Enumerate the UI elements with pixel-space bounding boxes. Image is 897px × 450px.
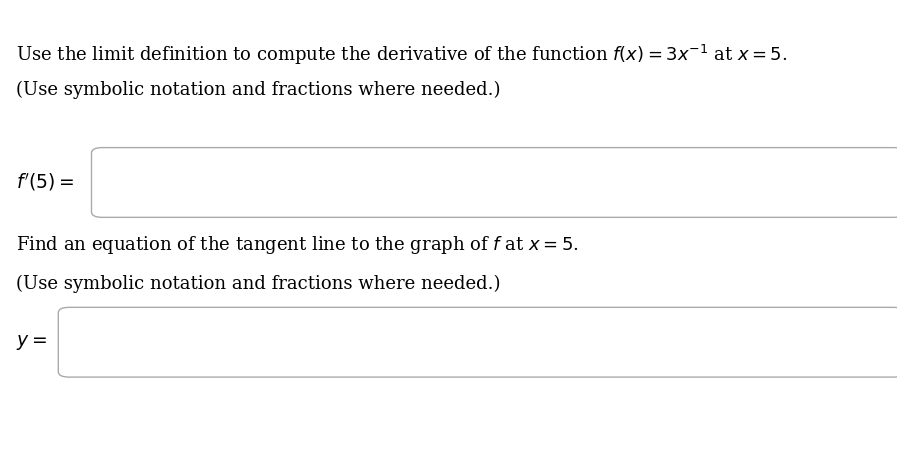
Text: (Use symbolic notation and fractions where needed.): (Use symbolic notation and fractions whe… <box>16 81 501 99</box>
Text: Find an equation of the tangent line to the graph of $f$ at $x = 5$.: Find an equation of the tangent line to … <box>16 234 579 256</box>
FancyBboxPatch shape <box>58 307 897 377</box>
Text: (Use symbolic notation and fractions where needed.): (Use symbolic notation and fractions whe… <box>16 274 501 293</box>
Text: $y =$: $y =$ <box>16 333 48 351</box>
Text: Use the limit definition to compute the derivative of the function $f(x) = 3x^{-: Use the limit definition to compute the … <box>16 43 788 67</box>
FancyBboxPatch shape <box>91 148 897 217</box>
Text: $f'(5) =$: $f'(5) =$ <box>16 171 74 193</box>
